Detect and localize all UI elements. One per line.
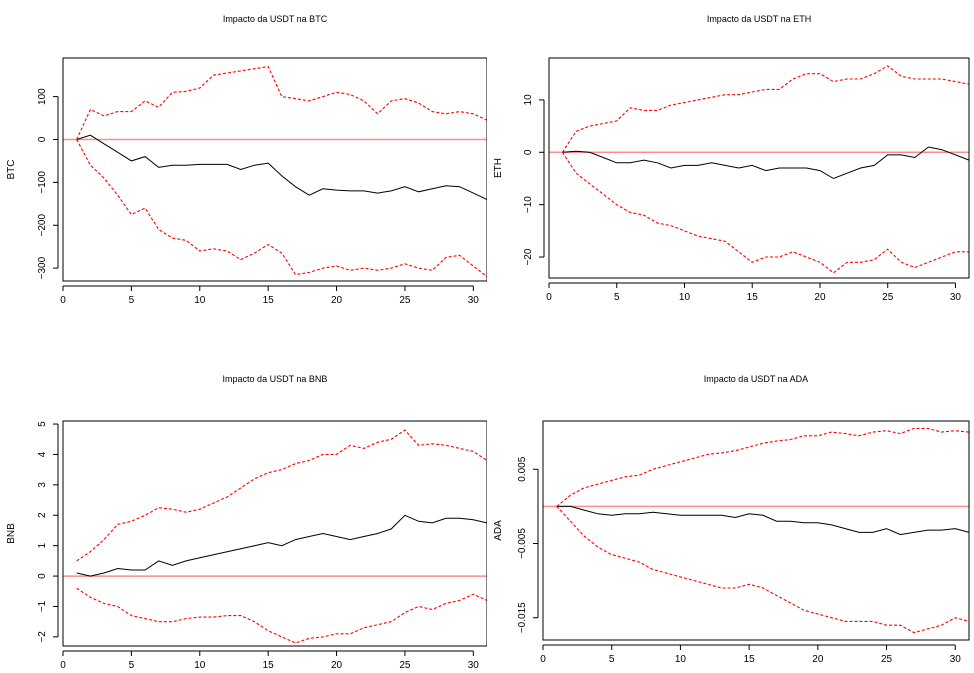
plot-frame xyxy=(542,420,970,641)
x-tick-label: 0 xyxy=(540,654,546,665)
y-tick-label: −0.005 xyxy=(517,528,528,559)
series-line-response xyxy=(562,146,970,180)
series-line-lower xyxy=(556,506,970,634)
y-tick-label: −2 xyxy=(37,631,48,643)
x-tick-label: 0 xyxy=(60,660,66,671)
series-line-upper xyxy=(562,65,970,153)
y-tick-label: 0 xyxy=(523,149,534,155)
x-tick-label: 15 xyxy=(744,654,756,665)
chart-panel-btc: Impacto da USDT na BTC 0 5 10 15 20 25 30 −300 −2… xyxy=(0,0,487,336)
x-tick-label: 25 xyxy=(399,660,411,671)
chart-btc: Impacto da USDT na BTC 0 5 10 15 20 25 30 −300 −2… xyxy=(6,14,487,306)
x-tick-label: 0 xyxy=(60,295,66,306)
x-tick-label: 25 xyxy=(881,654,893,665)
x-tick-label: 0 xyxy=(546,292,552,303)
series-line-response xyxy=(556,505,970,536)
x-tick-label: 10 xyxy=(194,295,206,306)
y-tick-label: 100 xyxy=(37,88,48,105)
series-line-lower xyxy=(562,152,969,274)
chart-ada: Impacto da USDT na ADA 0 5 10 15 20 25 30 −0.015… xyxy=(493,374,970,665)
series-line-response xyxy=(76,134,487,200)
y-tick-label: 0 xyxy=(37,136,48,142)
x-tick-label: 30 xyxy=(468,295,480,306)
x-tick-label: 25 xyxy=(882,292,894,303)
x-tick-label: 20 xyxy=(331,660,343,671)
series-line-response xyxy=(76,514,487,577)
x-tick-label: 25 xyxy=(399,295,411,306)
y-axis-label: ETH xyxy=(493,158,504,178)
y-tick-label: −100 xyxy=(37,171,48,194)
y-tick-label: −300 xyxy=(37,256,48,279)
y-axis-label: BNB xyxy=(6,523,17,544)
x-tick-label: 10 xyxy=(675,654,687,665)
y-tick-label: −200 xyxy=(37,214,48,237)
chart-eth: Impacto da USDT na ETH 0 5 10 15 20 25 30 −20 −10… xyxy=(493,14,970,303)
plot-frame xyxy=(548,57,970,279)
plot-frame xyxy=(62,420,487,647)
chart-panel-bnb: Impacto da USDT na BNB 0 5 10 15 20 25 30 −2 −1 0 1… xyxy=(0,336,487,673)
chart-panel-ada: Impacto da USDT na ADA 0 5 10 15 20 25 30 −0.015… xyxy=(487,336,974,673)
y-tick-label: 0 xyxy=(37,573,48,579)
x-tick-label: 30 xyxy=(950,292,962,303)
x-tick-label: 10 xyxy=(194,660,206,671)
y-tick-label: −0.015 xyxy=(517,602,528,633)
x-tick-label: 5 xyxy=(129,660,135,671)
y-tick-label: 4 xyxy=(37,451,48,457)
x-tick-label: 15 xyxy=(747,292,759,303)
plot-frame xyxy=(62,57,487,282)
x-tick-label: 30 xyxy=(950,654,962,665)
series-line-upper xyxy=(556,427,970,507)
x-tick-label: 20 xyxy=(812,654,824,665)
x-tick-label: 20 xyxy=(814,292,826,303)
chart-title: Impacto da USDT na BNB xyxy=(223,374,328,384)
y-axis-label: ADA xyxy=(493,520,504,541)
series-line-upper xyxy=(76,429,487,562)
x-tick-label: 10 xyxy=(679,292,691,303)
x-tick-label: 15 xyxy=(263,295,275,306)
x-tick-label: 5 xyxy=(614,292,620,303)
y-tick-label: 5 xyxy=(37,421,48,427)
x-tick-label: 15 xyxy=(263,660,275,671)
y-tick-label: 2 xyxy=(37,512,48,518)
y-tick-label: 10 xyxy=(523,94,534,106)
x-tick-label: 5 xyxy=(129,295,135,306)
series-line-upper xyxy=(76,65,487,140)
chart-title: Impacto da USDT na ETH xyxy=(707,14,811,24)
x-tick-label: 30 xyxy=(468,660,480,671)
x-tick-label: 20 xyxy=(331,295,343,306)
y-tick-label: 1 xyxy=(37,542,48,548)
y-tick-label: 3 xyxy=(37,482,48,488)
chart-panel-eth: Impacto da USDT na ETH 0 5 10 15 20 25 30 −20 −10… xyxy=(487,0,974,336)
chart-title: Impacto da USDT na BTC xyxy=(223,14,328,24)
y-tick-label: −1 xyxy=(37,600,48,612)
chart-title: Impacto da USDT na ADA xyxy=(704,374,808,384)
series-line-lower xyxy=(76,139,487,278)
y-tick-label: −10 xyxy=(523,196,534,213)
y-tick-label: −20 xyxy=(523,248,534,265)
series-line-lower xyxy=(76,587,487,644)
y-tick-label: 0.005 xyxy=(517,456,528,481)
y-axis-label: BTC xyxy=(6,160,17,180)
x-tick-label: 5 xyxy=(609,654,615,665)
